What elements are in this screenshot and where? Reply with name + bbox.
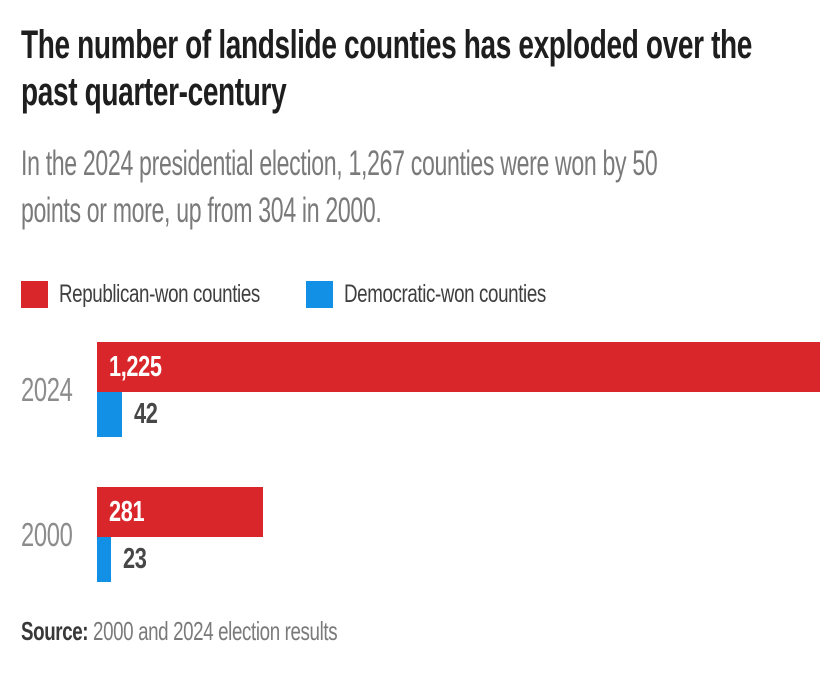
democratic-bar — [97, 392, 122, 437]
republican-bar: 1,225 — [97, 342, 820, 392]
republican-bar: 281 — [97, 487, 263, 537]
subtitle-line-2: points or more, up from 304 in 2000. — [21, 191, 382, 230]
democratic-bar-value: 42 — [133, 398, 158, 430]
democratic-bar-row: 42 — [97, 392, 820, 437]
category-label: 2000 — [0, 487, 97, 582]
democratic-legend-swatch — [306, 280, 333, 308]
legend-item-republican: Republican-won counties — [21, 280, 327, 308]
category-label-text: 2024 — [21, 370, 73, 408]
democratic-bar — [97, 537, 111, 582]
republican-legend-label: Republican-won counties — [59, 279, 260, 308]
bar-group: 1,225 42 — [97, 342, 820, 437]
title-line-2: past quarter-century — [21, 70, 287, 114]
chart-row-2000: 2000 281 23 — [0, 487, 840, 582]
title-line-1: The number of landslide counties has exp… — [21, 23, 753, 67]
category-label: 2024 — [0, 342, 97, 437]
chart-subtitle: In the 2024 presidential election, 1,267… — [21, 140, 840, 234]
category-label-text: 2000 — [21, 515, 73, 553]
chart-row-2024: 2024 1,225 42 — [0, 342, 840, 437]
republican-bar-value: 1,225 — [109, 350, 162, 383]
democratic-legend-label: Democratic-won counties — [344, 279, 546, 308]
republican-legend-swatch — [21, 280, 48, 308]
democratic-bar-value: 23 — [122, 543, 147, 575]
legend-item-democratic: Democratic-won counties — [306, 280, 613, 308]
source-label: Source: — [21, 616, 89, 646]
source-text: 2000 and 2024 election results — [88, 616, 338, 646]
bar-chart: 2024 1,225 42 2000 281 23 — [0, 342, 840, 632]
democratic-bar-row: 23 — [97, 537, 820, 582]
page-title: The number of landslide counties has exp… — [21, 22, 840, 116]
subtitle-line-1: In the 2024 presidential election, 1,267… — [21, 144, 658, 183]
republican-bar-value: 281 — [109, 495, 145, 528]
source-line: Source: 2000 and 2024 election results — [21, 616, 338, 647]
bar-group: 281 23 — [97, 487, 820, 582]
